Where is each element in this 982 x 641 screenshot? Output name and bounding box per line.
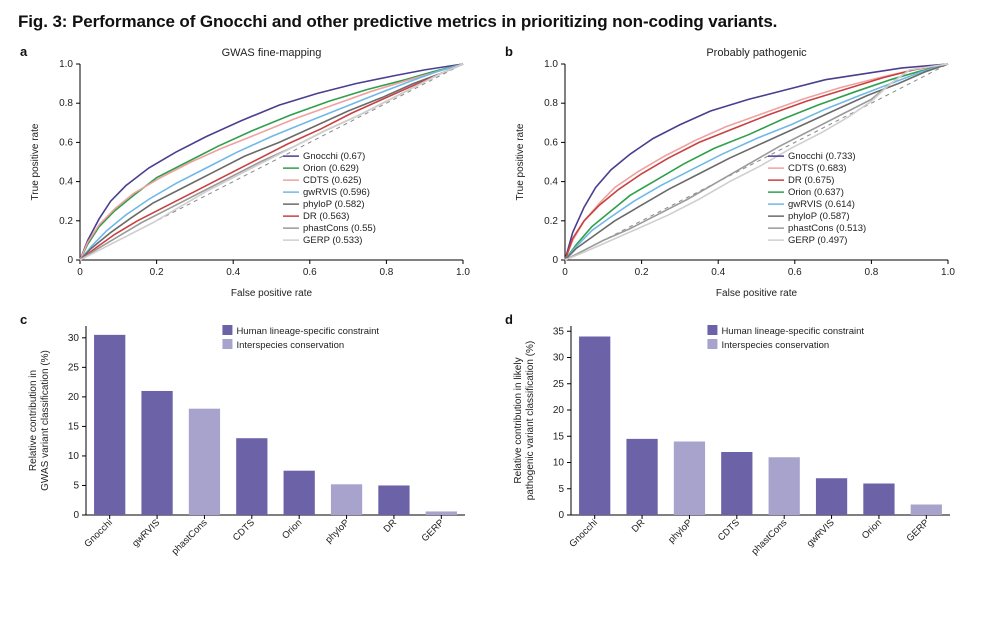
svg-text:Human lineage-specific constra: Human lineage-specific constraint [236,326,379,337]
svg-text:phyloP: phyloP [323,517,351,545]
panel-letter-a: a [20,44,27,59]
panel-b: b Probably pathogenic 00 0.2 0.2 0.4 0.4 0.6 0.… [503,42,964,302]
svg-text:Gnocchi: Gnocchi [567,517,599,549]
svg-text:0: 0 [67,255,73,266]
svg-text:0.4: 0.4 [544,177,558,188]
figure-grid: a GWAS fine-mapping000.20.20.40.40.60.60… [18,42,964,575]
svg-text:0: 0 [552,255,558,266]
svg-text:False positive rate: False positive rate [716,288,798,299]
svg-text:0.6: 0.6 [788,267,802,278]
svg-text:0.2: 0.2 [544,216,558,227]
svg-text:0.2: 0.2 [150,267,164,278]
svg-text:phyloP: phyloP [666,517,694,545]
svg-text:0: 0 [77,267,83,278]
svg-text:0.8: 0.8 [864,267,878,278]
svg-text:GERP: GERP [420,517,447,544]
svg-text:1.0: 1.0 [941,267,955,278]
svg-text:Relative contribution in: Relative contribution in [28,370,39,471]
svg-text:pathogenic variant classificat: pathogenic variant classification (%) [525,341,536,501]
svg-text:CDTS (0.683): CDTS (0.683) [788,163,847,174]
svg-text:15: 15 [68,421,80,432]
panel-letter-d: d [505,312,513,327]
svg-text:0.6: 0.6 [303,267,317,278]
svg-text:0: 0 [73,510,79,521]
svg-text:phastCons (0.513): phastCons (0.513) [788,223,866,234]
svg-text:5: 5 [558,484,564,495]
svg-text:Orion: Orion [280,517,304,541]
svg-text:phyloP (0.582): phyloP (0.582) [303,199,365,210]
panel-a: a GWAS fine-mapping 00 0.2 0.2 0.4 0.4 0.6 0.6 0… [18,42,479,302]
svg-text:Gnocchi (0.733): Gnocchi (0.733) [788,151,856,162]
svg-text:CDTS: CDTS [231,517,257,543]
figure-title: Fig. 3: Performance of Gnocchi and other… [18,12,964,32]
svg-text:True positive rate: True positive rate [30,123,41,200]
svg-text:0.6: 0.6 [59,137,73,148]
svg-text:gwRVIS (0.596): gwRVIS (0.596) [303,187,370,198]
svg-text:Probably pathogenic: Probably pathogenic [706,47,807,59]
svg-text:phastCons (0.55): phastCons (0.55) [303,223,376,234]
svg-text:30: 30 [68,333,80,344]
svg-text:Relative contribution in likel: Relative contribution in likely [513,357,524,483]
svg-text:0: 0 [558,510,564,521]
svg-text:0.2: 0.2 [59,216,73,227]
svg-text:phastCons: phastCons [170,517,210,557]
svg-text:0.4: 0.4 [59,177,73,188]
svg-text:0.8: 0.8 [379,267,393,278]
svg-text:CDTS: CDTS [716,517,742,543]
svg-text:GWAS variant classification (%: GWAS variant classification (%) [40,350,51,491]
svg-text:1.0: 1.0 [544,59,558,70]
roc-chart-a: GWAS fine-mapping 00 0.2 0.2 0.4 0.4 0.6 0.6 0.8… [18,42,473,302]
svg-text:Human lineage-specific constra: Human lineage-specific constraint [721,326,864,337]
svg-text:10: 10 [553,458,565,469]
panel-letter-b: b [505,44,513,59]
svg-text:20: 20 [553,405,565,416]
svg-text:0.4: 0.4 [711,267,725,278]
svg-text:Gnocchi: Gnocchi [82,517,114,549]
svg-text:GWAS fine-mapping: GWAS fine-mapping [222,47,322,59]
svg-text:GERP (0.533): GERP (0.533) [303,235,363,246]
panel-c: c 0 5 10 15 20 25 30 Gnocchi gwRVISphastCons CDTS… [18,310,479,575]
svg-text:GERP: GERP [905,517,932,544]
svg-text:Orion (0.629): Orion (0.629) [303,163,359,174]
svg-text:35: 35 [553,326,565,337]
svg-text:DR (0.675): DR (0.675) [788,175,834,186]
roc-chart-b: Probably pathogenic 00 0.2 0.2 0.4 0.4 0.6 0.6 0… [503,42,958,302]
svg-text:CDTS (0.625): CDTS (0.625) [303,175,362,186]
svg-text:1.0: 1.0 [456,267,470,278]
svg-text:DR (0.563): DR (0.563) [303,211,349,222]
svg-text:25: 25 [553,379,565,390]
svg-text:0.8: 0.8 [544,98,558,109]
svg-text:DR: DR [630,517,648,535]
svg-text:0.6: 0.6 [544,137,558,148]
panel-d: d 0 5 10 15 20 25 30 35 Gnocchi DR phyloP CDTS phast… [503,310,964,575]
svg-text:30: 30 [553,353,565,364]
svg-text:0.4: 0.4 [226,267,240,278]
svg-text:15: 15 [553,431,565,442]
svg-text:10: 10 [68,451,80,462]
svg-text:20: 20 [68,392,80,403]
svg-text:gwRVIS (0.614): gwRVIS (0.614) [788,199,855,210]
svg-text:Interspecies conservation: Interspecies conservation [721,340,829,351]
svg-text:25: 25 [68,362,80,373]
svg-text:gwRVIS: gwRVIS [805,517,837,549]
svg-text:0.2: 0.2 [635,267,649,278]
svg-text:GERP (0.497): GERP (0.497) [788,235,848,246]
svg-text:5: 5 [73,480,79,491]
svg-text:phastCons: phastCons [749,517,789,557]
svg-text:True positive rate: True positive rate [515,123,526,200]
svg-text:gwRVIS: gwRVIS [130,517,162,549]
svg-text:Orion: Orion [860,517,884,541]
panel-letter-c: c [20,312,27,327]
bar-chart-d: 0 5 10 15 20 25 30 35 Gnocchi DR phyloP CDTS phastCo… [503,310,958,575]
svg-text:DR: DR [382,517,400,535]
svg-text:phyloP (0.587): phyloP (0.587) [788,211,850,222]
svg-text:False positive rate: False positive rate [231,288,313,299]
svg-text:Gnocchi (0.67): Gnocchi (0.67) [303,151,365,162]
bar-chart-c: 0 5 10 15 20 25 30 Gnocchi gwRVISphastCons CDTS Or… [18,310,473,575]
svg-text:Interspecies conservation: Interspecies conservation [236,340,344,351]
svg-text:1.0: 1.0 [59,59,73,70]
svg-text:0.8: 0.8 [59,98,73,109]
svg-text:0: 0 [562,267,568,278]
svg-text:Orion (0.637): Orion (0.637) [788,187,844,198]
